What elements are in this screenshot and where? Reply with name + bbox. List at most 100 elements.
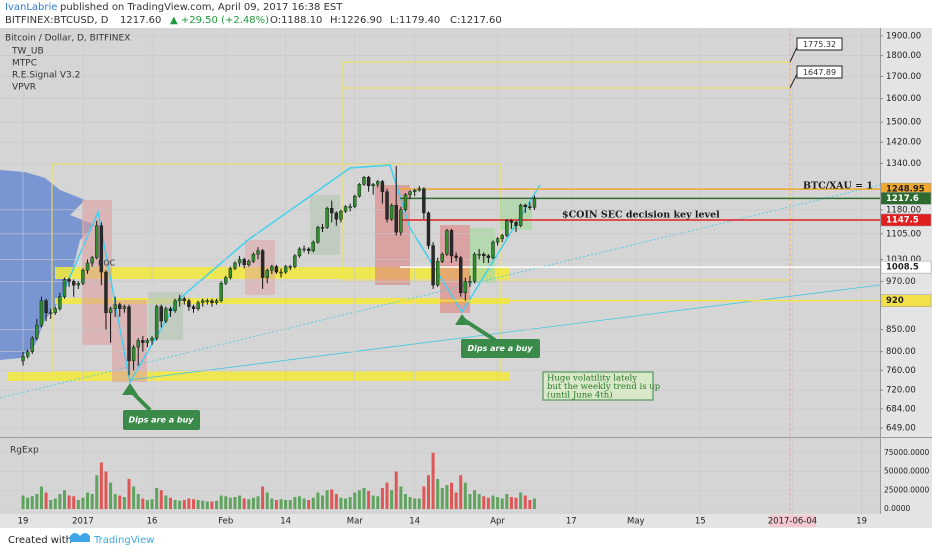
volume-bar: [422, 486, 426, 509]
volume-bar: [426, 475, 430, 509]
volume-bar: [164, 495, 168, 509]
open: O:1188.10: [270, 15, 322, 26]
volume-bar: [182, 500, 186, 509]
candle-body: [154, 306, 159, 339]
volume-bar: [334, 494, 338, 509]
candle-body: [81, 270, 85, 284]
candle-body: [353, 195, 357, 207]
candle-body: [431, 245, 435, 286]
candle-body: [449, 230, 454, 257]
y-tick-label: 1105.00: [886, 229, 921, 239]
volume-bar: [26, 497, 30, 509]
y-tick-label: 1900.00: [886, 31, 921, 41]
volume-bar: [155, 488, 159, 509]
volume-bar: [321, 495, 325, 509]
volume-pane: [0, 438, 880, 514]
volume-bar: [454, 492, 458, 509]
support-band: [55, 298, 510, 304]
indicator: MTPC: [12, 59, 37, 69]
brand[interactable]: TradingView: [93, 535, 154, 546]
volume-tick-label: 75000.0000: [884, 448, 930, 457]
volume-bar: [380, 488, 384, 509]
candle-body: [233, 262, 237, 269]
target-box: [342, 61, 791, 281]
candle-body: [113, 304, 117, 309]
y-tick-label: 1180.00: [886, 205, 921, 215]
volume-bar: [256, 496, 260, 509]
candle-body: [288, 266, 292, 268]
candle-body: [528, 206, 532, 208]
candle-body: [44, 300, 48, 313]
volume-bar: [509, 497, 513, 509]
volume-bar: [477, 494, 481, 509]
price-label: 1008.5: [886, 263, 919, 273]
candle-body: [122, 306, 127, 309]
candle-body: [426, 212, 431, 246]
candle-body: [141, 340, 145, 343]
candle-body: [399, 209, 403, 233]
volume-bar: [109, 482, 113, 509]
price-label-bg: [880, 213, 932, 227]
trend-line: [0, 184, 881, 399]
candle-body: [306, 248, 311, 251]
x-tick-label: 19: [18, 517, 29, 527]
volume-bar: [307, 500, 311, 509]
author[interactable]: IvanLabrie: [5, 2, 57, 13]
volume-bar: [532, 498, 536, 509]
candle-body: [380, 181, 385, 192]
coin-note: $COIN SEC decision key level: [562, 210, 720, 221]
volume-bar: [514, 497, 518, 509]
volume-bar: [53, 498, 57, 509]
volume-title: RgExp: [10, 446, 39, 456]
x-tick-highlight: [769, 515, 816, 527]
y-tick-label: 1420.00: [886, 138, 921, 148]
candle-body: [302, 248, 306, 251]
candle-body: [76, 283, 81, 286]
volume-bar: [251, 497, 255, 509]
volume-bar: [265, 492, 269, 509]
volume-bar: [385, 482, 389, 509]
candle-body: [514, 222, 518, 226]
volume-bar: [403, 494, 407, 509]
price-label: 1248.95: [886, 185, 925, 195]
volume-bar: [496, 497, 500, 509]
volume-bar: [482, 496, 486, 509]
volume-bar: [95, 475, 99, 509]
volume-bar: [450, 482, 454, 509]
candle-body: [445, 230, 449, 255]
volume-bar: [86, 492, 90, 509]
volume-bar: [118, 495, 122, 509]
volume-bar: [224, 496, 228, 509]
candle-body: [159, 306, 163, 322]
target-text: 1775.32: [803, 40, 836, 49]
volume-bar: [141, 498, 145, 509]
candle-body: [201, 300, 205, 303]
volume-bar: [76, 500, 80, 509]
volume-bar: [302, 498, 306, 509]
note-text: Huge volatility lately: [547, 374, 637, 384]
volume-bar: [339, 497, 343, 509]
callout-text: Dips are a buy: [467, 344, 533, 353]
candle-body: [334, 212, 339, 220]
volume-bar: [63, 490, 66, 509]
candle-body: [297, 248, 302, 257]
candle-body: [256, 250, 260, 255]
candle-body: [366, 177, 371, 187]
candle-body: [325, 208, 329, 228]
candle-body: [39, 300, 44, 326]
candle-body: [187, 300, 191, 307]
y-tick-label: 850.00: [886, 325, 916, 335]
candle-body: [523, 204, 527, 207]
volume-bar: [371, 495, 375, 509]
low: L:1179.40: [390, 15, 440, 26]
candle-body: [459, 257, 463, 294]
support-band: [8, 372, 510, 381]
volume-bar: [445, 485, 449, 509]
volume-bar: [344, 498, 348, 509]
candle-body: [247, 261, 251, 265]
candle-body: [127, 306, 131, 362]
candle-body: [454, 255, 458, 258]
note-text: (until June 4th): [547, 390, 613, 401]
y-tick-label: 800.00: [886, 347, 916, 357]
published: published on TradingView.com, April 09, …: [60, 2, 343, 13]
